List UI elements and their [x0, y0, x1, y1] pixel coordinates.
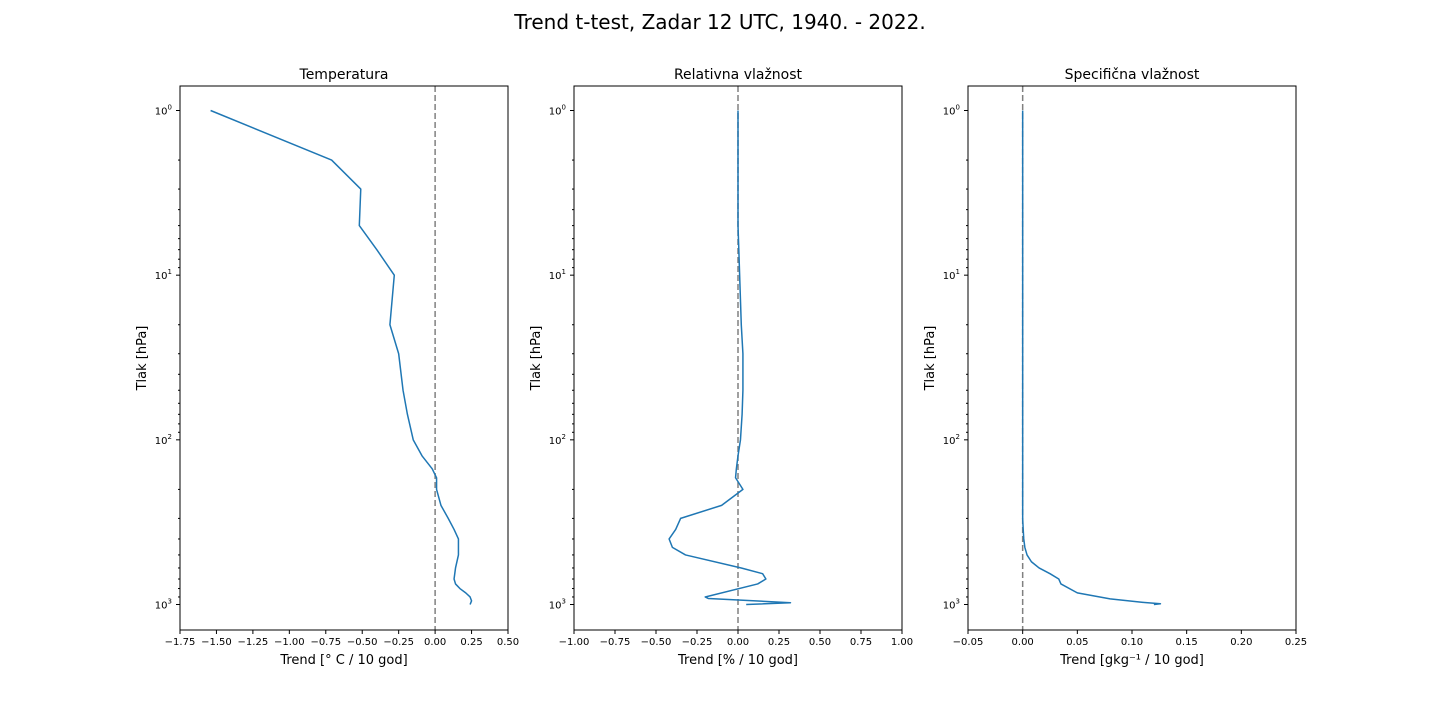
- x-tick-label: −1.00: [274, 637, 305, 648]
- x-tick-label: 0.25: [768, 637, 790, 648]
- x-tick-label: 1.00: [891, 637, 913, 648]
- series-line-1: [1021, 110, 1162, 606]
- series-line-1: [210, 109, 473, 605]
- chart-panel-3: −0.05 0.00 0.05 0.10 0.15 0.20 0.2510010110210…: [923, 67, 1307, 668]
- figure-title: Trend t-test, Zadar 12 UTC, 1940. - 2022…: [513, 10, 925, 34]
- y-tick-exponent: 0: [168, 104, 172, 112]
- y-tick-exponent: 1: [562, 268, 566, 276]
- x-tick-label: −0.50: [641, 637, 672, 648]
- y-tick-exponent: 0: [956, 104, 960, 112]
- y-tick-exponent: 3: [956, 598, 960, 606]
- panel-title: Relativna vlažnost: [674, 67, 803, 83]
- x-tick-label: 0.25: [1285, 637, 1307, 648]
- x-tick-label: 0.05: [1066, 637, 1088, 648]
- y-tick-label: 102: [155, 433, 172, 447]
- x-axis-label: Trend [gkg⁻¹ / 10 god]: [1059, 653, 1204, 668]
- y-tick-label: 101: [943, 268, 960, 282]
- y-tick-exponent: 1: [956, 268, 960, 276]
- y-tick-exponent: 3: [562, 598, 566, 606]
- x-tick-label: 0.75: [850, 637, 872, 648]
- y-tick-label: 100: [943, 104, 960, 118]
- chart-panels: −1.75 −1.50 −1.25 −1.00 −0.75 −0.50 −0.25 0.00 0…: [135, 67, 1307, 668]
- y-tick-base: 10: [943, 107, 956, 118]
- y-tick-base: 10: [549, 107, 562, 118]
- series-line-1: [668, 110, 792, 606]
- y-axis-label: Tlak [hPa]: [135, 326, 150, 392]
- y-tick-base: 10: [155, 436, 168, 447]
- x-tick-label: −0.50: [347, 637, 378, 648]
- x-tick-label: 0.00: [727, 637, 749, 648]
- panel-title: Specifična vlažnost: [1065, 67, 1200, 83]
- axes-frame: [179, 85, 509, 631]
- y-tick-exponent: 2: [168, 433, 172, 441]
- axes-frame: [967, 85, 1297, 631]
- y-tick-exponent: 1: [168, 268, 172, 276]
- y-tick-base: 10: [943, 436, 956, 447]
- x-tick-label: 0.50: [809, 637, 831, 648]
- y-tick-base: 10: [155, 601, 168, 612]
- x-tick-label: 0.20: [1230, 637, 1252, 648]
- x-tick-label: −0.05: [953, 637, 984, 648]
- x-tick-label: −0.25: [682, 637, 713, 648]
- x-tick-label: −0.75: [310, 637, 341, 648]
- x-tick-label: 0.50: [497, 637, 519, 648]
- x-tick-label: −1.00: [559, 637, 590, 648]
- y-axis-label: Tlak [hPa]: [923, 326, 938, 392]
- panel-title: Temperatura: [299, 67, 389, 83]
- y-tick-exponent: 0: [562, 104, 566, 112]
- y-tick-base: 10: [549, 436, 562, 447]
- y-tick-label: 103: [943, 598, 960, 612]
- y-tick-label: 101: [155, 268, 172, 282]
- y-tick-exponent: 2: [562, 433, 566, 441]
- y-tick-base: 10: [549, 271, 562, 282]
- x-tick-label: 0.25: [460, 637, 482, 648]
- y-tick-label: 102: [943, 433, 960, 447]
- y-tick-base: 10: [943, 271, 956, 282]
- y-tick-label: 100: [549, 104, 566, 118]
- y-tick-label: 103: [155, 598, 172, 612]
- x-axis-label: Trend [% / 10 god]: [677, 653, 798, 668]
- x-tick-label: −0.75: [600, 637, 631, 648]
- x-tick-label: −1.75: [165, 637, 196, 648]
- x-tick-label: 0.10: [1121, 637, 1143, 648]
- y-tick-label: 102: [549, 433, 566, 447]
- y-tick-base: 10: [155, 107, 168, 118]
- x-tick-label: −1.25: [238, 637, 269, 648]
- y-tick-label: 103: [549, 598, 566, 612]
- x-tick-label: 0.00: [424, 637, 446, 648]
- y-tick-exponent: 2: [956, 433, 960, 441]
- chart-panel-1: −1.75 −1.50 −1.25 −1.00 −0.75 −0.50 −0.25 0.00 0…: [135, 67, 519, 668]
- x-axis-label: Trend [° C / 10 god]: [279, 653, 407, 668]
- y-axis-label: Tlak [hPa]: [529, 326, 544, 392]
- x-tick-label: −0.25: [383, 637, 414, 648]
- chart-panel-2: −1.00 −0.75 −0.50 −0.25 0.00 0.25 0.50 0.75 1.00…: [529, 67, 913, 668]
- y-tick-label: 100: [155, 104, 172, 118]
- y-tick-label: 101: [549, 268, 566, 282]
- x-tick-label: 0.15: [1176, 637, 1198, 648]
- x-tick-label: −1.50: [201, 637, 232, 648]
- x-tick-label: 0.00: [1012, 637, 1034, 648]
- y-tick-base: 10: [549, 601, 562, 612]
- y-tick-base: 10: [155, 271, 168, 282]
- y-tick-exponent: 3: [168, 598, 172, 606]
- y-tick-base: 10: [943, 601, 956, 612]
